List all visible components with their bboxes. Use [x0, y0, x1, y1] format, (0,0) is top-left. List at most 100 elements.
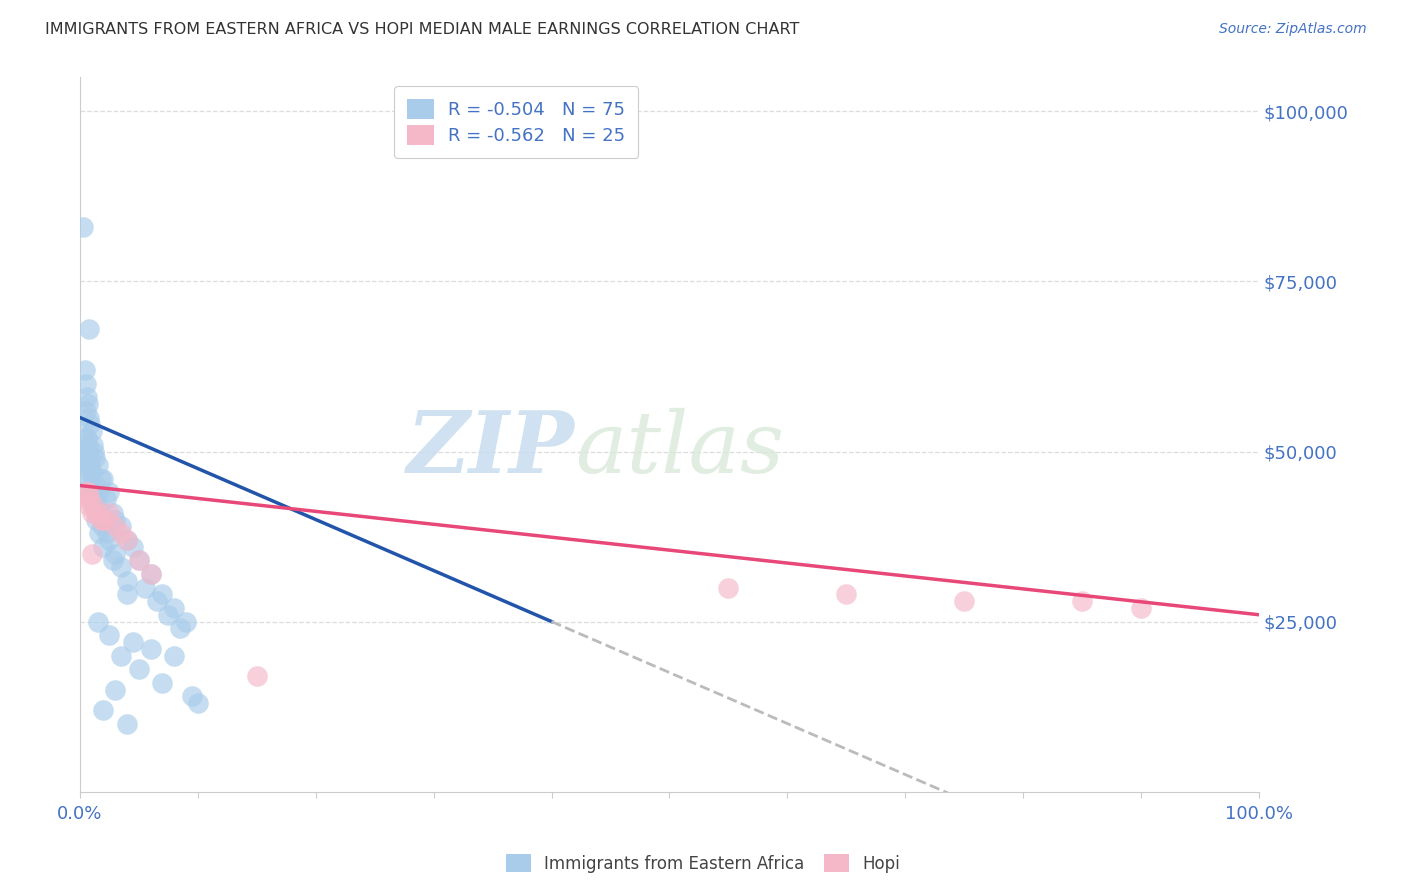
Point — [86, 478, 108, 492]
Point — [75, 444, 97, 458]
Point — [128, 553, 150, 567]
Point — [87, 526, 110, 541]
Point — [86, 506, 108, 520]
Point — [93, 512, 115, 526]
Point — [87, 485, 110, 500]
Point — [82, 438, 104, 452]
Point — [122, 540, 145, 554]
Point — [90, 512, 112, 526]
Point — [76, 451, 98, 466]
Point — [90, 472, 112, 486]
Point — [80, 492, 103, 507]
Point — [98, 506, 121, 520]
Point — [93, 703, 115, 717]
Point — [110, 519, 132, 533]
Point — [128, 553, 150, 567]
Point — [84, 492, 107, 507]
Legend: R = -0.504   N = 75, R = -0.562   N = 25: R = -0.504 N = 75, R = -0.562 N = 25 — [394, 87, 638, 158]
Point — [152, 675, 174, 690]
Point — [115, 716, 138, 731]
Point — [110, 526, 132, 541]
Point — [98, 485, 121, 500]
Point — [79, 458, 101, 472]
Point — [953, 594, 976, 608]
Point — [76, 390, 98, 404]
Point — [122, 635, 145, 649]
Point — [79, 465, 101, 479]
Point — [79, 499, 101, 513]
Point — [101, 506, 124, 520]
Point — [83, 499, 105, 513]
Legend: Immigrants from Eastern Africa, Hopi: Immigrants from Eastern Africa, Hopi — [499, 847, 907, 880]
Point — [94, 512, 117, 526]
Point — [717, 581, 740, 595]
Point — [163, 648, 186, 663]
Point — [187, 696, 209, 710]
Point — [75, 492, 97, 507]
Point — [169, 621, 191, 635]
Point — [98, 628, 121, 642]
Point — [96, 526, 118, 541]
Point — [1130, 601, 1153, 615]
Point — [76, 485, 98, 500]
Point — [80, 547, 103, 561]
Point — [115, 587, 138, 601]
Point — [79, 417, 101, 432]
Point — [1071, 594, 1094, 608]
Point — [835, 587, 858, 601]
Point — [75, 403, 97, 417]
Point — [89, 506, 111, 520]
Point — [72, 220, 94, 235]
Point — [104, 682, 127, 697]
Point — [86, 615, 108, 629]
Point — [77, 438, 100, 452]
Point — [79, 492, 101, 507]
Point — [145, 594, 167, 608]
Point — [77, 485, 100, 500]
Point — [93, 540, 115, 554]
Point — [93, 472, 115, 486]
Point — [79, 322, 101, 336]
Point — [76, 431, 98, 445]
Point — [80, 465, 103, 479]
Point — [134, 581, 156, 595]
Text: atlas: atlas — [575, 408, 785, 490]
Text: IMMIGRANTS FROM EASTERN AFRICA VS HOPI MEDIAN MALE EARNINGS CORRELATION CHART: IMMIGRANTS FROM EASTERN AFRICA VS HOPI M… — [45, 22, 800, 37]
Point — [83, 444, 105, 458]
Point — [104, 512, 127, 526]
Point — [80, 506, 103, 520]
Point — [73, 363, 96, 377]
Text: ZIP: ZIP — [408, 407, 575, 491]
Point — [84, 451, 107, 466]
Point — [104, 519, 127, 533]
Point — [246, 669, 269, 683]
Point — [139, 566, 162, 581]
Point — [115, 533, 138, 547]
Point — [86, 512, 108, 526]
Point — [75, 376, 97, 391]
Point — [110, 648, 132, 663]
Point — [76, 472, 98, 486]
Point — [83, 499, 105, 513]
Point — [157, 607, 180, 622]
Point — [104, 547, 127, 561]
Point — [98, 533, 121, 547]
Point — [91, 519, 114, 533]
Point — [79, 410, 101, 425]
Point — [94, 492, 117, 507]
Point — [73, 431, 96, 445]
Point — [128, 662, 150, 676]
Point — [110, 560, 132, 574]
Point — [101, 553, 124, 567]
Point — [180, 690, 202, 704]
Point — [139, 566, 162, 581]
Point — [79, 478, 101, 492]
Point — [93, 512, 115, 526]
Point — [163, 601, 186, 615]
Point — [77, 397, 100, 411]
Point — [77, 458, 100, 472]
Point — [152, 587, 174, 601]
Point — [174, 615, 197, 629]
Point — [115, 574, 138, 588]
Point — [115, 533, 138, 547]
